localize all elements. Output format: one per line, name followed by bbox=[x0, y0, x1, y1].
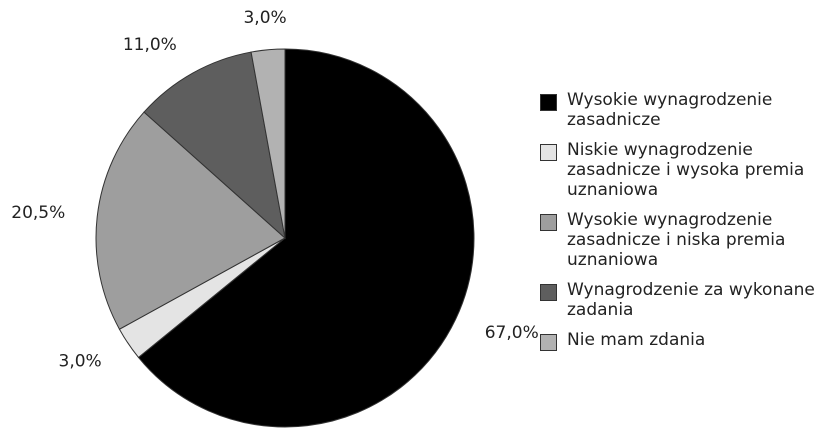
legend-item: Wynagrodzenie za wykonane zadania bbox=[540, 280, 830, 320]
legend-label: Nie mam zdania bbox=[567, 330, 706, 350]
legend-swatch bbox=[540, 94, 557, 111]
value-label: 11,0% bbox=[123, 35, 177, 55]
value-label: 67,0% bbox=[485, 323, 539, 343]
legend-label: Wysokie wynagrodzenie zasadnicze i niska… bbox=[567, 210, 786, 270]
legend-item: Wysokie wynagrodzenie zasadnicze i niska… bbox=[540, 210, 830, 270]
legend-item: Wysokie wynagrodzenie zasadnicze bbox=[540, 90, 830, 130]
pie-slice bbox=[137, 48, 475, 428]
pie-slice bbox=[250, 48, 286, 239]
pie-slice bbox=[95, 111, 286, 330]
legend-swatch bbox=[540, 214, 557, 231]
pie-slice bbox=[143, 51, 286, 240]
legend-item: Niskie wynagrodzenie zasadnicze i wysoka… bbox=[540, 140, 830, 200]
legend-swatch bbox=[540, 144, 557, 161]
legend-label: Wynagrodzenie za wykonane zadania bbox=[567, 280, 815, 320]
legend-swatch bbox=[540, 284, 557, 301]
legend-label: Wysokie wynagrodzenie zasadnicze bbox=[567, 90, 773, 130]
legend: Wysokie wynagrodzenie zasadnicze Niskie w… bbox=[540, 90, 830, 361]
legend-item: Nie mam zdania bbox=[540, 330, 830, 351]
legend-label: Niskie wynagrodzenie zasadnicze i wysoka… bbox=[567, 140, 805, 200]
value-label: 20,5% bbox=[11, 203, 65, 223]
value-label: 3,0% bbox=[59, 352, 102, 372]
value-label: 3,0% bbox=[243, 8, 286, 28]
legend-swatch bbox=[540, 334, 557, 351]
